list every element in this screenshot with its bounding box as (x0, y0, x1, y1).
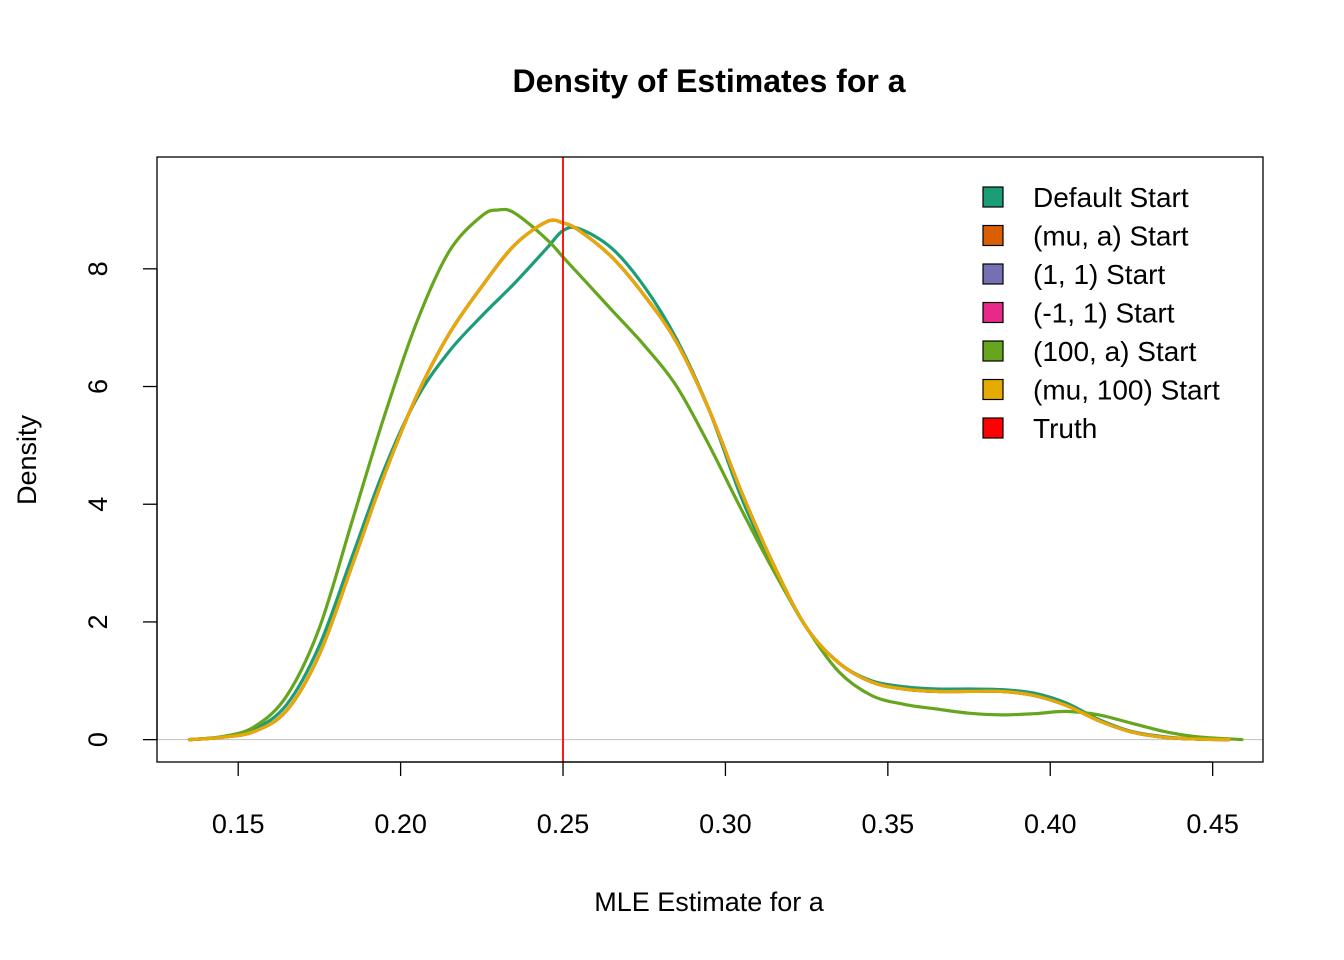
x-tick-label: 0.35 (862, 809, 915, 839)
legend-item: (-1, 1) Start (982, 298, 1175, 329)
legend-swatch (982, 340, 1004, 362)
y-tick-label: 2 (83, 614, 113, 629)
legend-item: (100, a) Start (982, 336, 1197, 367)
x-tick-label: 0.45 (1186, 809, 1239, 839)
legend-swatch (982, 186, 1004, 208)
legend-item: Default Start (982, 182, 1189, 213)
legend-label: (mu, a) Start (1033, 221, 1189, 252)
legend-label: Truth (1033, 413, 1097, 444)
legend-swatch (982, 417, 1004, 439)
legend-swatch (982, 263, 1004, 285)
legend: Default Start (mu, a) Start (1, 1) Start (-… (982, 182, 1220, 444)
x-tick-label: 0.20 (374, 809, 427, 839)
x-axis-label: MLE Estimate for a (594, 887, 825, 917)
y-tick-label: 0 (83, 732, 113, 747)
y-axis-label: Density (12, 414, 42, 505)
legend-swatch (982, 301, 1004, 324)
legend-label: (1, 1) Start (1033, 259, 1165, 290)
x-tick-label: 0.25 (537, 809, 590, 839)
legend-item: (mu, 100) Start (982, 375, 1220, 406)
x-tick-label: 0.40 (1024, 809, 1077, 839)
legend-item: (1, 1) Start (982, 259, 1165, 290)
legend-swatch (982, 224, 1004, 247)
density-curve-5 (187, 207, 1244, 742)
legend-label: (mu, 100) Start (1033, 375, 1220, 406)
legend-item: Truth (982, 413, 1097, 444)
y-axis: 0 2 4 6 8 (83, 261, 158, 747)
chart-title: Density of Estimates for a (513, 63, 906, 99)
legend-swatch (982, 378, 1004, 401)
legend-label: (-1, 1) Start (1033, 298, 1175, 329)
plot-layer (157, 157, 1263, 762)
y-tick-label: 6 (83, 379, 113, 394)
legend-label: (100, a) Start (1033, 336, 1197, 367)
density-curve-6 (187, 218, 1231, 742)
legend-item: (mu, a) Start (982, 221, 1189, 252)
x-axis: 0.15 0.20 0.25 0.30 0.35 0.40 0.45 (212, 761, 1239, 839)
y-tick-label: 4 (83, 497, 113, 512)
x-tick-label: 0.15 (212, 809, 265, 839)
x-tick-label: 0.30 (699, 809, 752, 839)
y-tick-label: 8 (83, 261, 113, 276)
legend-label: Default Start (1033, 182, 1189, 213)
